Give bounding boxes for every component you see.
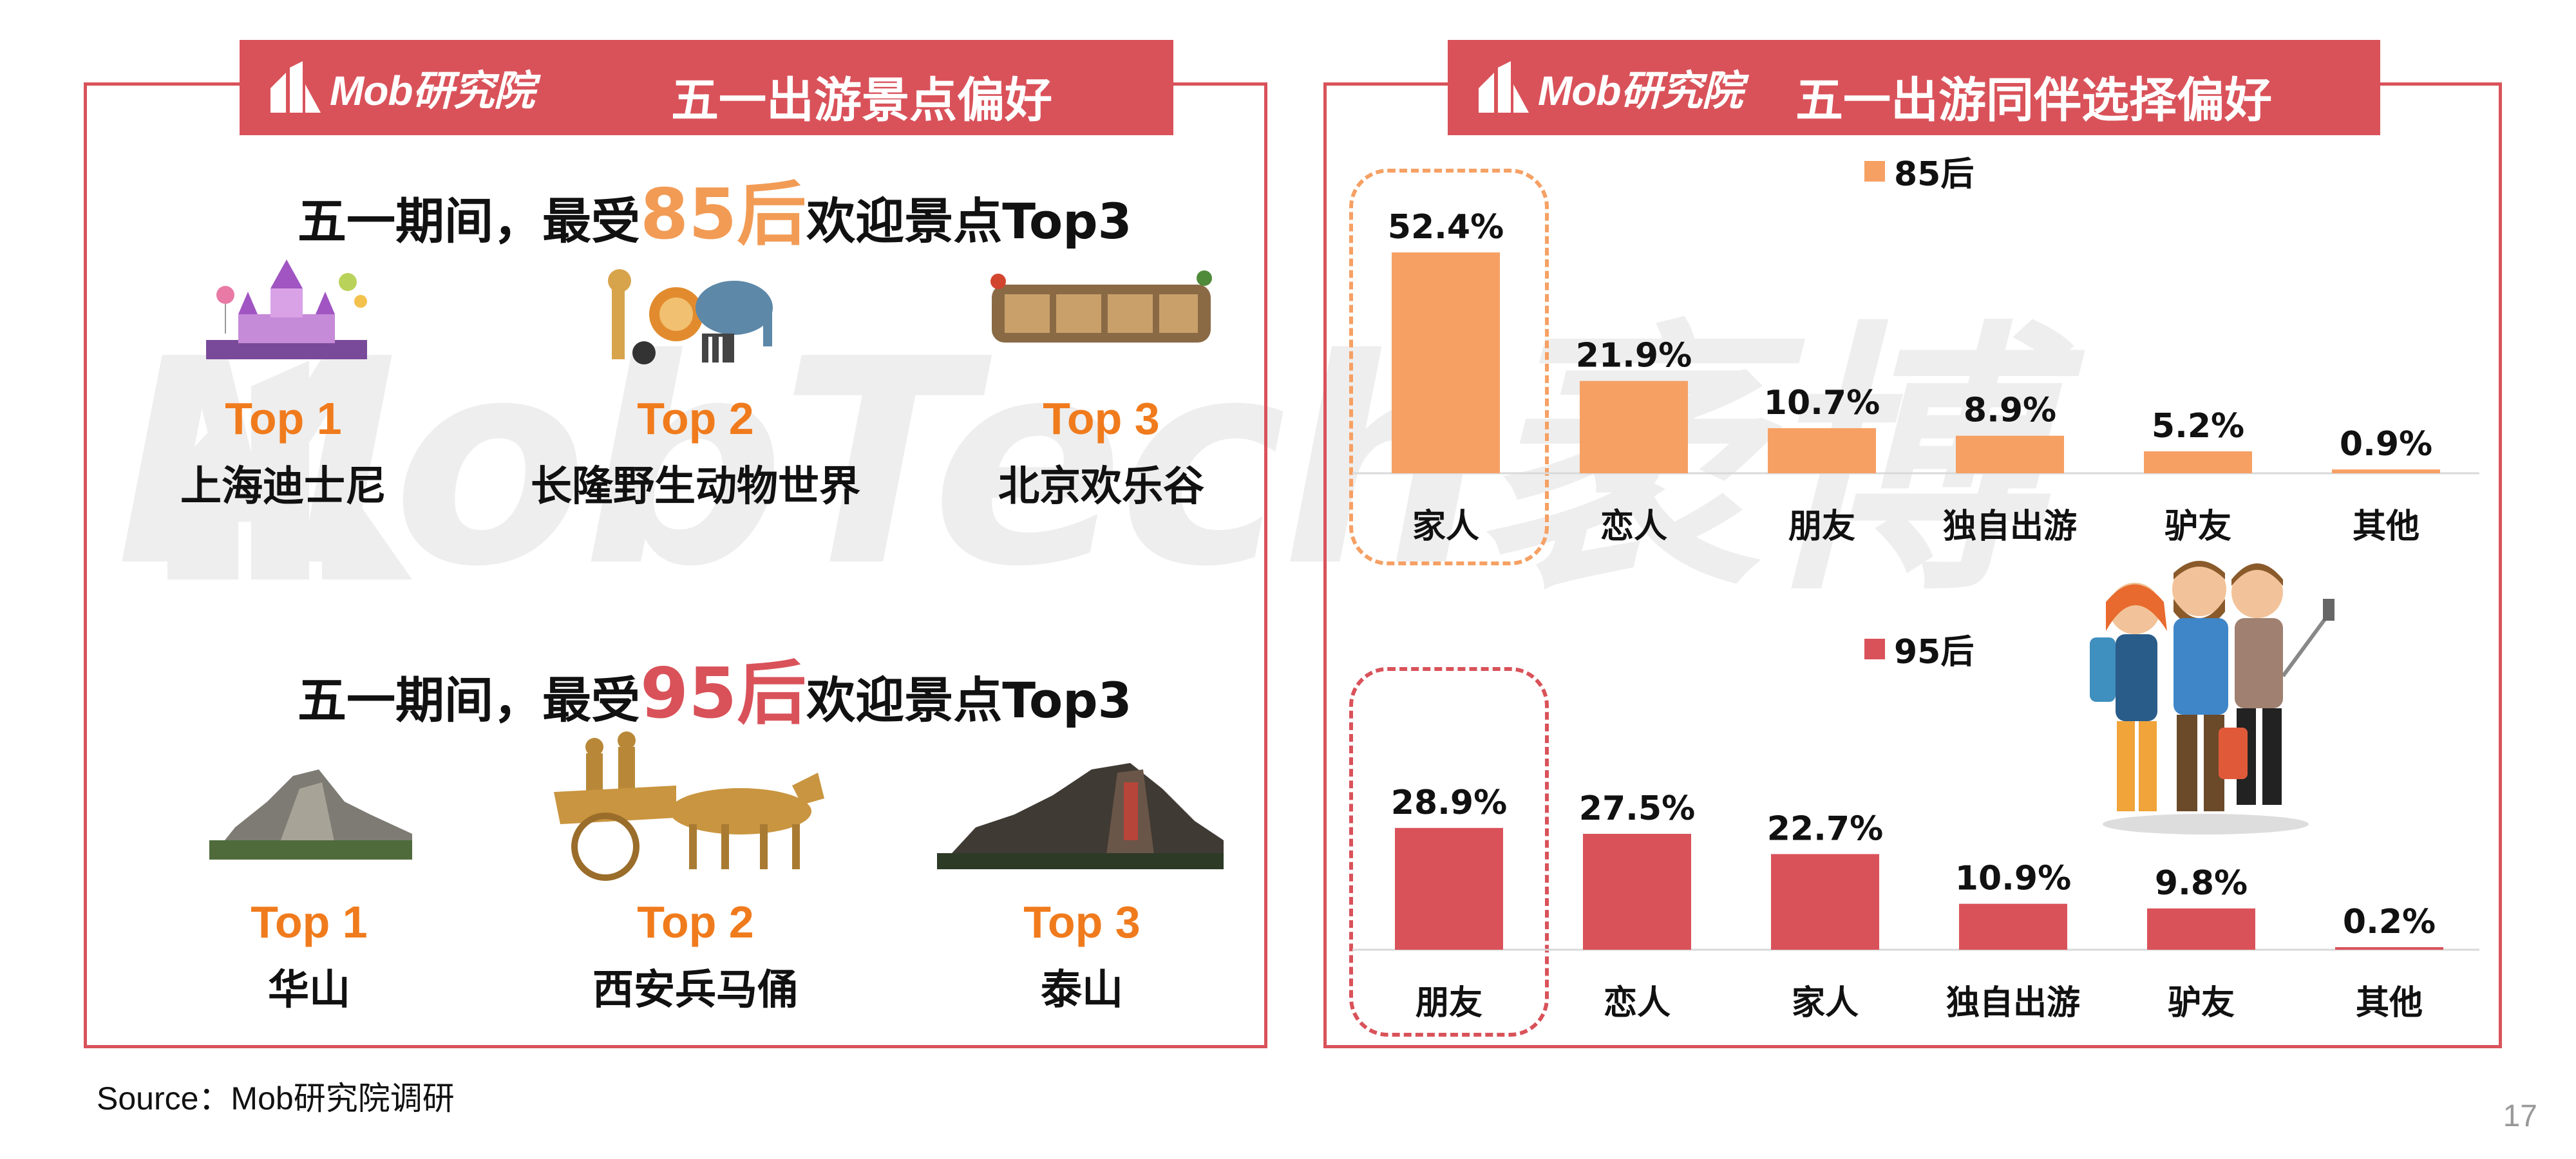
spot85-1: Top 1 上海迪士尼 (155, 393, 412, 513)
bar-其他 (2332, 469, 2440, 473)
value-label: 10.9% (1955, 860, 2071, 898)
spot95-3: Top 3 泰山 (953, 896, 1211, 1016)
category-label: 家人 (1412, 507, 1479, 546)
bar-恋人 (1583, 834, 1691, 950)
value-label: 5.2% (2152, 407, 2244, 446)
highlight-85-top (1349, 169, 1549, 565)
bar-其他 (2335, 947, 2443, 950)
spot95-1-name: 华山 (268, 966, 350, 1014)
category-label: 驴友 (2164, 507, 2231, 546)
section-title-95-prefix: 五一期间，最受 (298, 672, 640, 729)
spot95-3-rank: Top 3 (1023, 897, 1141, 947)
spot85-2-rank: Top 2 (637, 393, 754, 444)
bar-独自出游 (1956, 435, 2064, 473)
legend-85: 85后 (1864, 147, 1974, 195)
section-title-85-prefix: 五一期间，最受 (298, 193, 640, 250)
value-label: 28.9% (1391, 784, 1507, 822)
category-label: 朋友 (1416, 984, 1482, 1022)
spot85-1-rank: Top 1 (225, 393, 342, 444)
section-title-85-suffix: 欢迎景点Top3 (806, 193, 1132, 250)
section-title-95-suffix: 欢迎景点Top3 (806, 672, 1132, 729)
bar-朋友 (1768, 428, 1876, 473)
category-label: 恋人 (1600, 507, 1667, 546)
legend-95-label: 95后 (1894, 633, 1975, 672)
bar-恋人 (1580, 381, 1688, 473)
value-label: 21.9% (1576, 337, 1692, 375)
category-label: 家人 (1792, 984, 1859, 1022)
spot95-3-name: 泰山 (1041, 966, 1123, 1014)
zoo-animals-icon (608, 269, 773, 364)
chart-85: 52.4% 家人 21.9% 恋人 10.7% 朋友 8.9% 独自出游 5.2% 驴友 0.9% 其… (1352, 208, 2479, 546)
section-title-85: 五一期间，最受85后欢迎景点Top3 (298, 158, 1132, 259)
spot95-2: Top 2 西安兵马俑 (554, 896, 837, 1016)
category-label: 独自出游 (1946, 984, 2080, 1022)
mountain-icon (209, 769, 412, 860)
category-label: 其他 (2356, 984, 2423, 1022)
legend-85-swatch (1864, 160, 1885, 182)
spot95-1: Top 1 华山 (180, 896, 438, 1016)
left-panel-header: Mob研究院 五一出游景点偏好 (240, 40, 1173, 135)
value-label: 22.7% (1767, 809, 1883, 848)
left-brand: Mob研究院 (265, 40, 535, 135)
right-brand: Mob研究院 (1473, 40, 1743, 135)
bar-驴友 (2144, 451, 2252, 473)
category-label: 恋人 (1604, 984, 1671, 1022)
spot95-2-rank: Top 2 (637, 897, 754, 947)
right-panel-header: Mob研究院 五一出游同伴选择偏好 (1448, 40, 2380, 135)
section-title-85-accent: 85后 (640, 174, 807, 255)
spot85-3-rank: Top 3 (1043, 393, 1160, 444)
travelers-selfie-icon (2090, 561, 2334, 834)
value-label: 10.7% (1764, 384, 1880, 422)
mob-logo-icon (270, 61, 321, 113)
happy-valley-sign-icon (990, 270, 1212, 343)
legend-95: 95后 (1864, 625, 1974, 673)
right-brand-text: Mob研究院 (1538, 68, 1743, 114)
category-label: 驴友 (2168, 984, 2235, 1022)
watermark-logo-icon (167, 361, 412, 580)
spot85-3: Top 3 北京欢乐谷 (972, 393, 1230, 513)
watermark-text: MobTech袤博 (116, 299, 2040, 628)
value-label: 0.2% (2343, 903, 2436, 941)
mob-logo-icon (1479, 61, 1529, 113)
legend-95-swatch (1864, 638, 1885, 659)
source-note: Source：Mob研究院调研 (97, 1080, 455, 1117)
bar-独自出游 (1959, 903, 2067, 950)
terracotta-chariot-icon (554, 731, 824, 881)
spot85-2-name: 长隆野生动物世界 (531, 463, 860, 511)
spot85-1-name: 上海迪士尼 (180, 463, 386, 511)
spot95-1-rank: Top 1 (251, 897, 368, 947)
right-panel-title: 五一出游同伴选择偏好 (1795, 73, 2272, 128)
bar-家人 (1392, 252, 1500, 473)
section-title-95-accent: 95后 (640, 654, 807, 734)
legend-85-label: 85后 (1894, 155, 1975, 194)
highlight-95-top (1349, 667, 1549, 1037)
value-label: 52.4% (1388, 208, 1504, 247)
bar-朋友 (1395, 827, 1503, 950)
spot85-2: Top 2 长隆野生动物世界 (502, 393, 889, 513)
value-label: 0.9% (2340, 425, 2432, 464)
category-label: 独自出游 (1943, 507, 2077, 546)
left-brand-text: Mob研究院 (330, 68, 535, 114)
bar-家人 (1771, 854, 1879, 950)
left-panel-title: 五一出游景点偏好 (671, 73, 1052, 128)
spot95-2-name: 西安兵马俑 (592, 966, 799, 1014)
value-label: 27.5% (1579, 789, 1695, 828)
value-label: 9.8% (2155, 864, 2248, 903)
category-label: 朋友 (1788, 507, 1855, 546)
chart-95: 28.9% 朋友 27.5% 恋人 22.7% 家人 10.9% 独自出游 9.8% 驴友 0.2%… (1352, 784, 2479, 1022)
mountain-rock-icon (937, 763, 1224, 869)
spot85-3-name: 北京欢乐谷 (998, 463, 1204, 511)
bar-驴友 (2147, 908, 2255, 950)
page-number: 17 (2503, 1099, 2537, 1133)
castle-icon (206, 259, 367, 359)
category-label: 其他 (2353, 507, 2420, 546)
section-title-95: 五一期间，最受95后欢迎景点Top3 (298, 637, 1132, 738)
value-label: 8.9% (1964, 391, 2056, 430)
